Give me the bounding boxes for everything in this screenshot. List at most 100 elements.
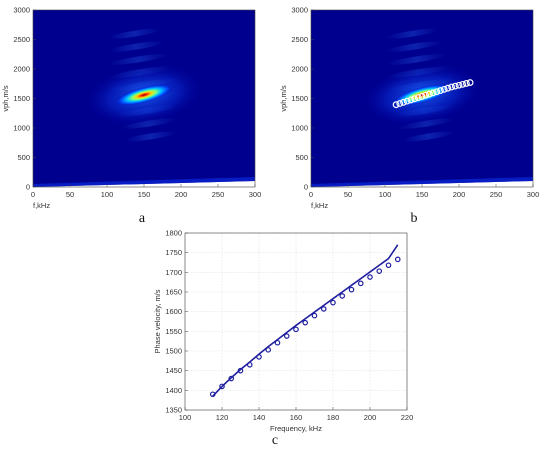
y-axis-label: vph,m/s (279, 85, 288, 112)
y-tick-label: 1350 (165, 406, 182, 415)
ridge-stripe (108, 28, 160, 39)
y-tick-label: 1450 (165, 366, 182, 375)
y-tick-label: 0 (304, 183, 308, 192)
panel-label-c: c (272, 433, 278, 448)
y-tick-label: 2500 (13, 35, 30, 44)
data-point (256, 354, 262, 360)
x-tick-label: 50 (344, 190, 352, 199)
ridge-marker (418, 93, 426, 100)
line-chart-panel-c: 100 120 140 160 180 200 220 1350 1400 1450 1500 155… (153, 229, 413, 434)
x-tick-label: 100 (179, 413, 192, 422)
ridge-marker (407, 96, 415, 104)
x-axis-label: f,kHz (311, 201, 328, 210)
x-tick-label: 200 (453, 190, 466, 199)
data-point (209, 391, 216, 398)
ridge-marker (462, 80, 470, 87)
ridge-marker (437, 87, 444, 94)
y-tick-label: 1800 (165, 229, 182, 238)
ridge-marker (429, 89, 437, 97)
ridge-marker (403, 97, 411, 105)
x-tick-label: 0 (309, 190, 313, 199)
panel-label-b: b (411, 211, 418, 226)
data-point (246, 361, 253, 368)
ridge-marker (459, 80, 467, 88)
ridge-stripe (108, 53, 169, 65)
x-tick-label: 140 (253, 413, 266, 422)
y-axis-label: Phase velocity, m/s (153, 289, 162, 353)
x-tick-label: 100 (101, 190, 114, 199)
ridge-marker (451, 82, 459, 90)
y-tick-label: 1500 (165, 347, 182, 356)
data-point (357, 280, 364, 287)
ridge-stripe (386, 53, 447, 65)
panel-label-a: a (139, 211, 146, 226)
data-point (320, 306, 327, 312)
x-tick-label: 150 (138, 190, 151, 199)
x-tick-label: 300 (249, 190, 262, 199)
data-point (367, 274, 373, 280)
data-point (394, 256, 401, 263)
heatmap-panel-a: 0 50 100 150 200 250 3000500100015002000250030… (1, 6, 261, 211)
x-tick-label: 120 (216, 413, 229, 422)
ridge-marker (455, 81, 463, 89)
x-axis-label: f,kHz (33, 201, 50, 210)
x-tick-label: 100 (379, 190, 392, 199)
ridge-stripe (124, 131, 177, 142)
data-point (302, 319, 309, 326)
data-point (385, 262, 392, 269)
data-point (339, 293, 346, 299)
data-point (219, 383, 225, 390)
x-tick-label: 250 (490, 190, 503, 199)
x-tick-label: 160 (290, 413, 303, 422)
x-tick-label: 150 (416, 190, 429, 199)
lower-band (33, 177, 255, 187)
ridge-marker (400, 98, 407, 106)
data-point (283, 333, 290, 339)
x-axis-label: Frequency, kHz (270, 424, 322, 433)
y-tick-label: 2000 (291, 65, 308, 74)
x-tick-label: 200 (364, 413, 377, 422)
data-point (311, 312, 318, 319)
y-tick-label: 500 (17, 153, 30, 162)
data-point (330, 299, 336, 306)
x-tick-label: 300 (527, 190, 540, 199)
ridge-stripe (386, 28, 438, 39)
y-tick-label: 1500 (13, 94, 30, 103)
ridge-marker (425, 90, 433, 98)
ridge-marker (392, 101, 400, 109)
y-tick-label: 1550 (165, 327, 182, 336)
y-tick-label: 1500 (291, 94, 308, 103)
ridge-marker (444, 84, 452, 92)
data-point (293, 326, 299, 333)
x-tick-label: 0 (31, 190, 35, 199)
ridge-marker (422, 91, 430, 99)
ridge-marker (411, 95, 418, 103)
data-point (274, 339, 281, 346)
y-tick-label: 1000 (291, 124, 308, 133)
x-tick-label: 50 (66, 190, 74, 199)
y-axis-label: vph,m/s (1, 85, 10, 112)
y-tick-label: 500 (295, 153, 308, 162)
y-tick-label: 1600 (165, 307, 182, 316)
y-tick-label: 3000 (291, 6, 308, 15)
y-tick-label: 1400 (165, 386, 182, 395)
ridge-marker (396, 100, 404, 107)
y-tick-label: 1750 (165, 248, 182, 257)
x-tick-label: 200 (175, 190, 188, 199)
y-tick-label: 2500 (291, 35, 308, 44)
data-point (228, 375, 235, 382)
energy-peak (114, 84, 174, 106)
ridge-stripe (386, 41, 442, 52)
y-tick-label: 1000 (13, 124, 30, 133)
data-point (265, 347, 272, 353)
ridge-stripe (402, 131, 455, 142)
y-tick-label: 2000 (13, 65, 30, 74)
data-point (376, 268, 383, 274)
ridge-marker (414, 94, 422, 102)
ridge-marker (440, 85, 448, 93)
x-tick-label: 220 (401, 413, 414, 422)
data-point (348, 286, 355, 293)
data-point (237, 367, 244, 374)
x-tick-label: 180 (327, 413, 340, 422)
